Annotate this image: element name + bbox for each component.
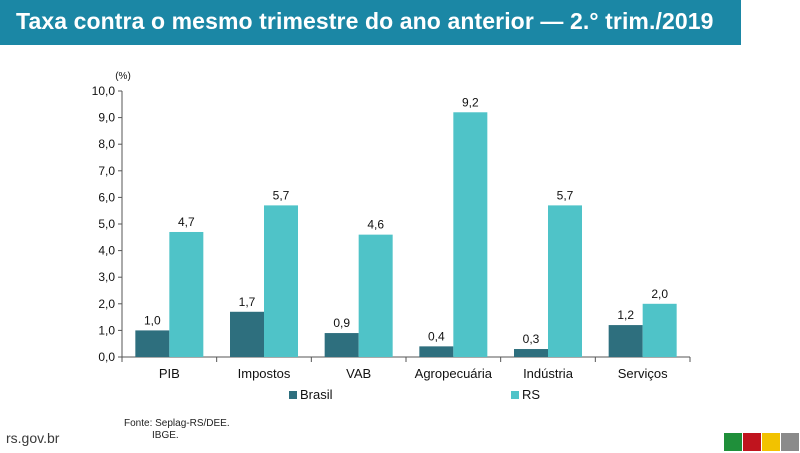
y-unit-label: (%): [115, 71, 131, 82]
data-label: 0,9: [333, 316, 350, 330]
bar-brasil-2: [324, 333, 359, 357]
legend-label-rs: RS: [522, 387, 540, 402]
data-label: 1,0: [144, 313, 161, 327]
bar-rs-1: [264, 205, 298, 357]
bar-brasil-4: [514, 349, 548, 357]
page-title: Taxa contra o mesmo trimestre do ano ant…: [16, 8, 714, 34]
bar-brasil-3: [419, 346, 454, 357]
flag-stripe-yellow: [762, 433, 780, 451]
y-tick-label: 9,0: [98, 111, 115, 125]
y-tick-label: 3,0: [98, 270, 115, 284]
y-tick-label: 8,0: [98, 137, 115, 151]
y-tick-label: 10,0: [92, 84, 116, 98]
y-tick-label: 7,0: [98, 164, 115, 178]
data-label: 2,0: [651, 287, 668, 301]
y-tick-label: 0,0: [98, 350, 115, 364]
data-label: 4,7: [178, 215, 195, 229]
flag-stripe-green: [724, 433, 742, 451]
y-tick-label: 1,0: [98, 323, 115, 337]
bar-rs-0: [169, 231, 204, 357]
legend-swatch-brasil: [289, 391, 297, 399]
bar-rs-2: [358, 234, 393, 357]
flag-stripe-red: [743, 433, 761, 451]
y-tick-label: 6,0: [98, 190, 115, 204]
data-label: 0,4: [428, 329, 445, 343]
y-tick-label: 4,0: [98, 244, 115, 258]
source-line-2: IBGE.: [152, 430, 179, 441]
y-tick-label: 5,0: [98, 217, 115, 231]
title-bar: Taxa contra o mesmo trimestre do ano ant…: [0, 0, 741, 45]
legend-swatch-rs: [511, 391, 519, 399]
data-label: 1,7: [239, 295, 256, 309]
data-label: 1,2: [617, 308, 634, 322]
x-tick-label: Agropecuária: [415, 366, 493, 381]
x-tick-label: Impostos: [238, 366, 291, 381]
x-tick-label: PIB: [159, 366, 180, 381]
site-url: rs.gov.br: [6, 430, 60, 446]
bar-rs-4: [548, 205, 582, 357]
bar-brasil-0: [135, 330, 170, 357]
flag-stripe-gray: [781, 433, 799, 451]
data-label: 4,6: [367, 218, 384, 232]
bar-rs-5: [642, 303, 677, 357]
bar-rs-3: [453, 112, 488, 357]
x-tick-label: Indústria: [523, 366, 574, 381]
source-note: Fonte: Seplag-RS/DEE. IBGE.: [124, 418, 230, 442]
y-tick-label: 2,0: [98, 297, 115, 311]
data-label: 5,7: [273, 188, 290, 202]
bar-brasil-1: [230, 311, 264, 357]
source-line-1: Fonte: Seplag-RS/DEE.: [124, 418, 230, 429]
x-tick-label: VAB: [346, 366, 371, 381]
data-label: 9,2: [462, 95, 479, 109]
data-label: 5,7: [557, 188, 574, 202]
bar-brasil-5: [608, 325, 643, 357]
x-tick-label: Serviços: [618, 366, 668, 381]
data-label: 0,3: [523, 332, 540, 346]
legend-label-brasil: Brasil: [300, 387, 333, 402]
